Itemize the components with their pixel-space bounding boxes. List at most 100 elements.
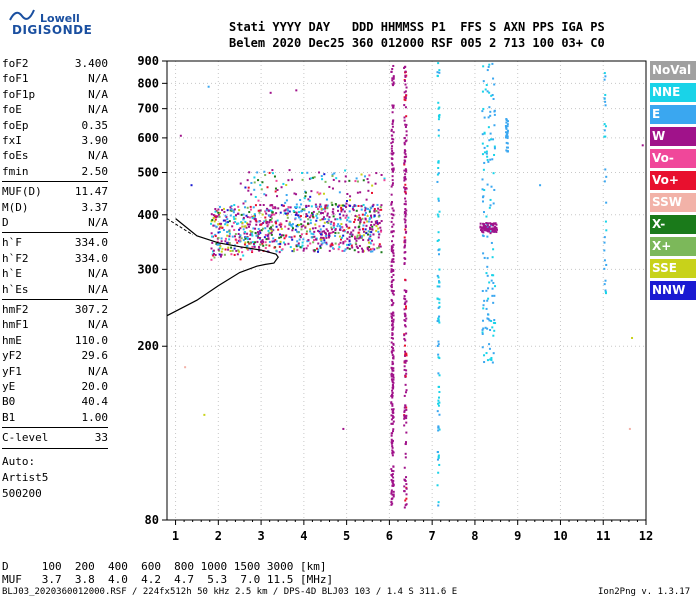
echo-dot [241,225,244,228]
echo-dot [392,81,395,84]
echo-dot [264,174,267,177]
echo-dot [391,246,394,249]
echo-dot [342,427,345,430]
echo-dot [404,350,407,353]
echo-dot [278,223,281,226]
echo-dot [323,230,326,233]
echo-dot [322,208,325,211]
param-name: B0 [2,395,16,409]
echo-dot [491,294,494,297]
echo-dot [390,315,393,318]
echo-dot [313,239,316,242]
echo-dot [242,239,245,242]
echo-dot [641,144,644,147]
echo-dot [318,193,321,196]
echo-dot [391,333,394,336]
legend-item-ssw: SSW [650,193,696,212]
echo-dot [213,220,216,223]
echo-dot [325,228,328,231]
echo-dot [217,231,220,234]
echo-dot [338,180,341,183]
echo-dot [295,211,298,214]
echo-dot [246,235,249,238]
echo-dot [391,259,394,262]
echo-dot [383,179,386,182]
echo-dot [603,236,606,239]
param-row-foep: foEp 0.35 [2,119,108,133]
echo-dot [310,177,313,180]
echo-dot [214,253,217,256]
echo-dot [493,83,496,86]
footer-version: Ion2Png v. 1.3.17 [598,587,691,597]
echo-dot [250,181,253,184]
echo-dot [392,343,395,346]
echo-dot [438,69,441,72]
echo-dot [405,187,408,190]
echo-dot [218,222,221,225]
echo-dot [323,173,326,176]
echo-dot [293,248,296,251]
echo-dot [316,217,319,220]
echo-dot [485,289,488,292]
echo-dot [343,204,346,207]
legend-item-nnw: NNW [650,281,696,300]
echo-dot [268,244,271,247]
echo-dot [392,495,395,498]
echo-dot [270,233,273,236]
echo-dot [392,214,395,217]
echo-dot [241,251,244,254]
echo-dot [362,224,365,227]
echo-dot [338,225,341,228]
echo-dot [291,229,294,232]
echo-dot [244,220,247,223]
echo-dot [212,254,215,257]
echo-dot [492,138,495,141]
echo-dot [293,235,296,238]
echo-dot [391,225,394,228]
echo-dot [359,236,362,239]
echo-dot [368,209,371,212]
echo-dot [506,120,509,123]
echo-dot [253,216,256,219]
echo-dot [279,240,282,243]
echo-dot [370,224,373,227]
echo-dot [230,246,233,249]
echo-dot [231,225,234,228]
echo-dot [267,236,270,239]
echo-dot [492,281,495,284]
echo-dot [438,281,441,284]
echo-dot [357,231,360,234]
echo-dot [392,293,395,296]
echo-dot [491,230,494,233]
echo-dot [356,236,359,239]
echo-dot [392,260,395,263]
echo-dot [367,220,370,223]
echo-dot [341,208,344,211]
echo-dot [436,344,439,347]
echo-dot [604,279,607,282]
param-name: foEp [2,118,29,132]
echo-dot [219,225,222,228]
echo-dot [483,226,486,229]
echo-dot [391,164,394,167]
echo-dot [320,236,323,239]
echo-dot [482,231,485,234]
echo-dot [357,251,360,254]
echo-dot [391,134,394,137]
echo-dot [251,251,254,254]
echo-dot [346,219,349,222]
echo-dot [261,242,264,245]
echo-dot [367,230,370,233]
echo-dot [404,153,407,156]
echo-dot [405,414,408,417]
echo-dot [489,230,492,233]
echo-dot [438,106,441,109]
echo-dot [353,205,356,208]
legend-item-sse: SSE [650,259,696,278]
echo-dot [404,241,407,244]
echo-dot [604,220,607,223]
echo-dot [369,233,372,236]
echo-dot [486,69,489,72]
echo-dot [390,418,393,421]
echo-dot [437,353,440,356]
